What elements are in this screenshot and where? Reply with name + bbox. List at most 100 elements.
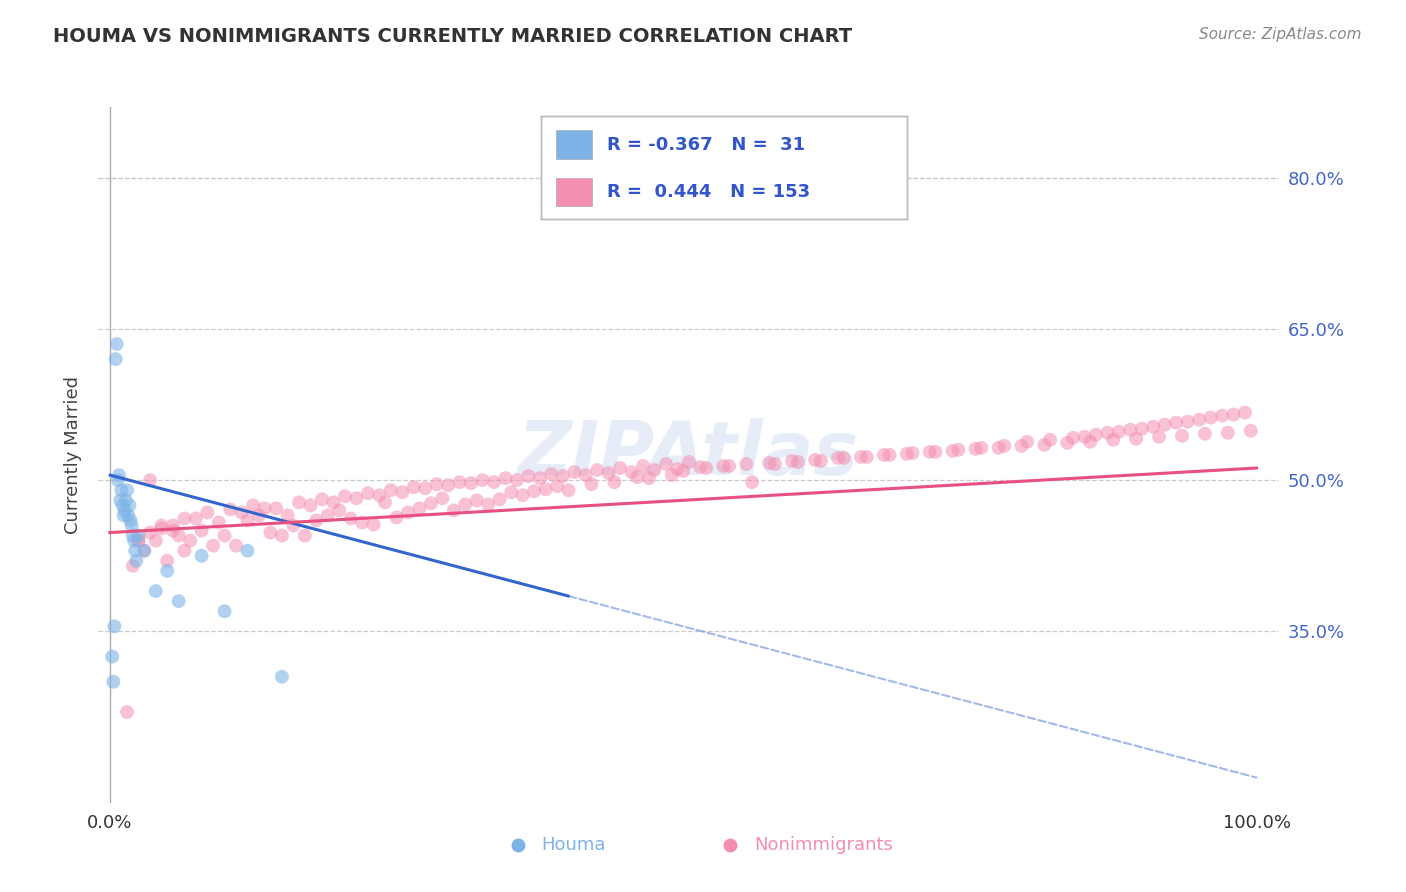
Point bbox=[1108, 425, 1130, 439]
Point bbox=[678, 455, 700, 469]
Point bbox=[832, 450, 855, 465]
Point bbox=[1097, 425, 1119, 440]
Point bbox=[167, 594, 190, 608]
Point bbox=[121, 528, 143, 542]
Point bbox=[357, 486, 380, 500]
Point bbox=[103, 674, 125, 689]
Point bbox=[1171, 429, 1194, 443]
Point bbox=[879, 448, 901, 462]
Point bbox=[575, 468, 598, 483]
Point bbox=[970, 441, 993, 455]
Point bbox=[460, 476, 482, 491]
Point bbox=[396, 505, 419, 519]
Point bbox=[110, 483, 132, 498]
Point bbox=[208, 516, 231, 530]
Point bbox=[1056, 435, 1078, 450]
Y-axis label: Currently Married: Currently Married bbox=[63, 376, 82, 534]
Point bbox=[655, 457, 678, 471]
Point bbox=[735, 457, 758, 471]
Point bbox=[150, 518, 173, 533]
Point bbox=[236, 543, 259, 558]
Text: HOUMA VS NONIMMIGRANTS CURRENTLY MARRIED CORRELATION CHART: HOUMA VS NONIMMIGRANTS CURRENTLY MARRIED… bbox=[53, 27, 852, 45]
Point bbox=[631, 458, 654, 473]
Point bbox=[1011, 439, 1033, 453]
Point bbox=[118, 499, 141, 513]
Point bbox=[1102, 433, 1125, 447]
Point bbox=[134, 543, 156, 558]
Point bbox=[316, 508, 339, 523]
Point bbox=[333, 489, 356, 503]
Point bbox=[644, 463, 666, 477]
Point bbox=[810, 454, 832, 468]
Point bbox=[270, 528, 292, 542]
Point bbox=[156, 564, 179, 578]
Point bbox=[115, 705, 138, 719]
Point bbox=[225, 539, 247, 553]
Point bbox=[443, 503, 465, 517]
Point bbox=[1125, 432, 1147, 446]
Point bbox=[804, 453, 827, 467]
Point bbox=[495, 471, 517, 485]
Point bbox=[104, 352, 127, 367]
Point bbox=[1166, 416, 1188, 430]
Point bbox=[162, 518, 184, 533]
Point bbox=[477, 497, 499, 511]
Point bbox=[763, 457, 786, 471]
Point bbox=[1033, 438, 1056, 452]
Point bbox=[1222, 408, 1244, 422]
Point bbox=[758, 456, 780, 470]
Point bbox=[156, 554, 179, 568]
Point bbox=[965, 442, 987, 456]
Point bbox=[402, 480, 425, 494]
Point bbox=[105, 337, 128, 351]
Point bbox=[114, 503, 136, 517]
Point bbox=[711, 458, 734, 473]
Point bbox=[108, 493, 131, 508]
Point bbox=[551, 469, 574, 483]
Point bbox=[581, 477, 603, 491]
Point bbox=[259, 525, 281, 540]
Point bbox=[173, 511, 195, 525]
Point bbox=[666, 462, 689, 476]
Point bbox=[195, 505, 218, 519]
Point bbox=[1130, 422, 1153, 436]
Point bbox=[661, 468, 683, 483]
Point bbox=[413, 481, 436, 495]
Point bbox=[322, 495, 344, 509]
Point bbox=[901, 446, 924, 460]
Point bbox=[546, 479, 568, 493]
Point bbox=[786, 455, 808, 469]
Point bbox=[115, 483, 138, 498]
Point bbox=[1147, 430, 1170, 444]
Point bbox=[179, 533, 201, 548]
Point bbox=[253, 501, 276, 516]
Point bbox=[107, 473, 129, 487]
Point bbox=[247, 508, 270, 523]
Point bbox=[741, 475, 763, 490]
Point bbox=[1177, 415, 1199, 429]
Point bbox=[942, 443, 965, 458]
FancyBboxPatch shape bbox=[555, 130, 592, 159]
Point bbox=[242, 499, 264, 513]
Point bbox=[1194, 426, 1216, 441]
Point bbox=[408, 501, 430, 516]
Point bbox=[948, 442, 970, 457]
Text: Houma: Houma bbox=[541, 836, 606, 854]
Point bbox=[1085, 427, 1108, 442]
Point bbox=[328, 503, 350, 517]
Point bbox=[111, 499, 134, 513]
Point bbox=[150, 522, 173, 536]
Point bbox=[117, 508, 139, 523]
Point bbox=[214, 528, 236, 542]
Point bbox=[987, 441, 1010, 455]
Point bbox=[162, 524, 184, 538]
Point bbox=[586, 463, 609, 477]
Point bbox=[190, 524, 212, 538]
Point bbox=[432, 491, 454, 506]
Point bbox=[1039, 433, 1062, 447]
Point bbox=[270, 670, 292, 684]
Point bbox=[420, 496, 443, 510]
Point bbox=[214, 604, 236, 618]
Point bbox=[264, 501, 287, 516]
Point bbox=[849, 450, 872, 464]
